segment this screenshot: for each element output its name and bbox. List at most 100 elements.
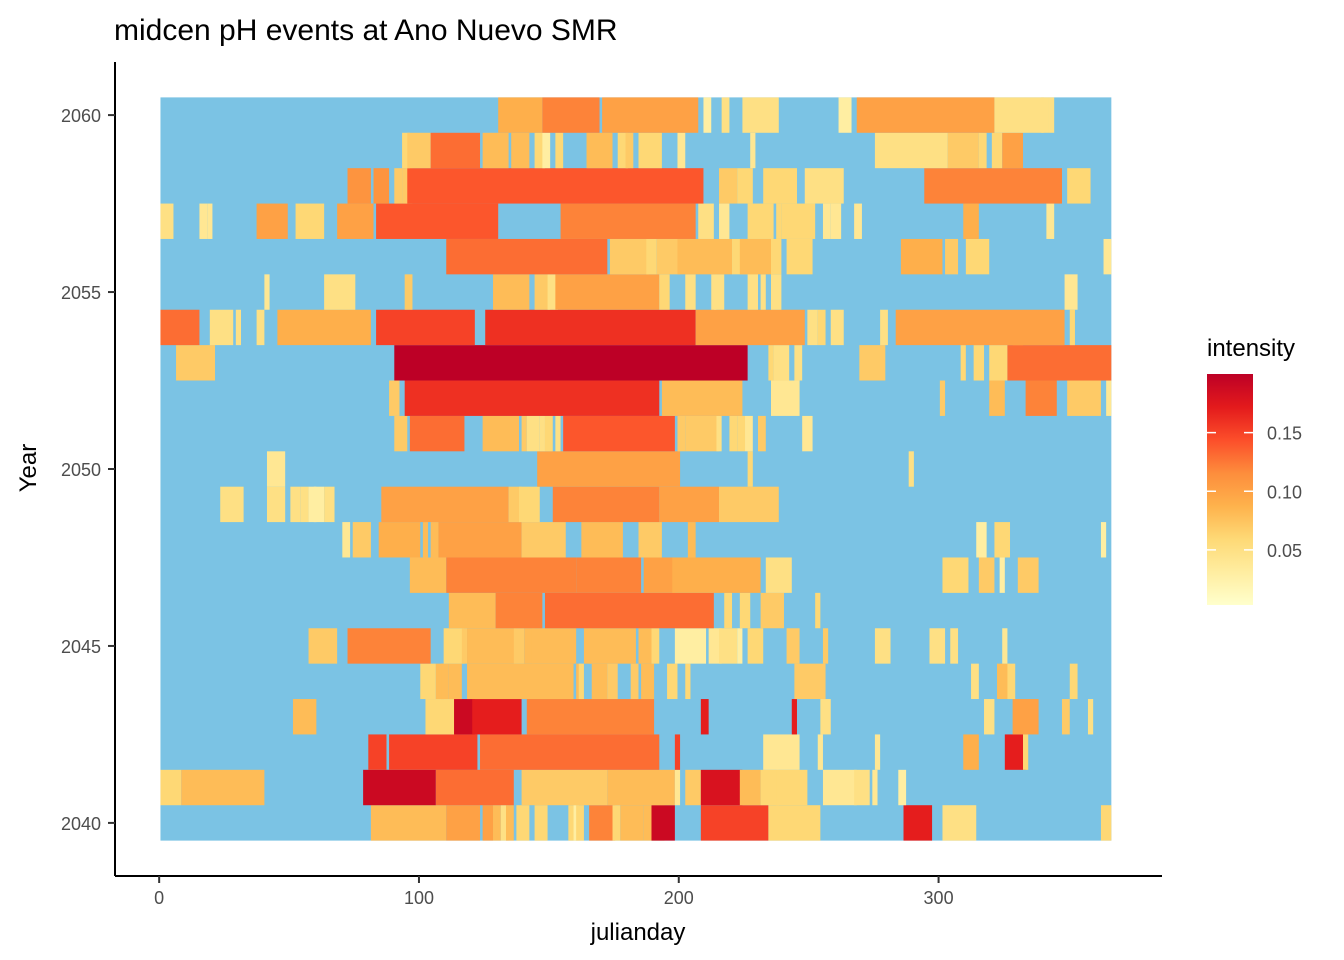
heatmap-tile [791,699,797,735]
heatmap-tile [942,557,969,593]
heatmap-tile [908,451,914,487]
heatmap-tile [511,132,530,169]
heatmap-tile [495,592,543,629]
heatmap-tile [638,628,655,664]
heatmap-tile [409,557,447,593]
x-tick-label: 100 [404,888,434,908]
heatmap-tile [277,309,371,346]
heatmap-tile [965,238,990,275]
heatmap-tile [646,238,657,275]
heatmap-tile [1023,734,1029,770]
heatmap-tile [674,734,681,770]
heatmap-tile [880,309,888,346]
heatmap-tile [425,699,457,735]
heatmap-tile [768,805,821,841]
heatmap-tile [651,628,660,664]
heatmap-tile [563,415,675,452]
x-tick-label: 0 [154,888,164,908]
heatmap-tile [1007,345,1112,381]
heatmap-tile [781,203,816,239]
heatmap-tile [1012,699,1039,735]
heatmap-tile [971,663,979,700]
heatmap-tile [947,132,979,169]
heatmap-tile [760,769,779,806]
heatmap-tile [373,168,390,204]
legend-ticks: 0.05 0.10 0.15 [1207,424,1302,561]
heatmap-tile [181,769,265,806]
heatmap-tile [976,522,987,558]
heatmap-tile [659,486,720,523]
heatmap-tile [555,415,561,452]
heatmap-tile [1004,734,1026,770]
heatmap-tile [363,769,436,806]
heatmap-tile [500,805,509,841]
heatmap-tile [589,628,636,664]
x-axis-title: julianday [590,919,686,946]
y-tick-label: 2060 [61,106,101,126]
heatmap-tile [625,132,634,169]
heatmap-tile [807,309,818,346]
heatmap-tile [402,132,410,169]
heatmap-tile [997,663,1011,700]
heatmap-tile [521,522,566,558]
heatmap-tile [729,415,738,452]
legend-colorbar [1207,374,1253,605]
heatmap-tile [378,522,421,558]
heatmap-tile [830,203,842,239]
heatmap-tile [978,132,987,169]
heatmap-tile [698,203,714,239]
heatmap-tile [620,805,644,841]
heatmap-tile [999,557,1005,593]
heatmap-tile [518,486,540,523]
heatmap-tile [674,628,707,664]
heatmap-tile [1017,557,1039,593]
heatmap-tile [352,522,371,558]
heatmap-tile [768,345,774,381]
axes: 0 100 200 300 2040 2045 2050 2055 2060 [61,62,1162,908]
heatmap-tile [542,132,551,169]
heatmap-tile [256,203,288,239]
heatmap-tile [804,168,844,204]
heatmap-tile [446,238,608,275]
heatmap-tile [677,132,686,169]
heatmap-tile [461,628,468,664]
heatmap-tile [739,238,774,275]
heatmap-tile [942,805,977,841]
heatmap-tile [1069,663,1078,700]
heatmap-tile [370,805,447,841]
heatmap-tile [1069,309,1075,346]
heatmap-tile [264,274,270,310]
heatmap-tile [493,274,530,310]
x-tick-label: 200 [664,888,694,908]
heatmap-tile [160,769,182,806]
heatmap-tile [994,522,1011,558]
heatmap-tile [708,628,722,664]
heatmap-tile [534,274,551,310]
heatmap-tile [435,663,444,700]
heatmap-tile [1067,380,1101,416]
y-tick-label: 2040 [61,814,101,834]
legend-tick-label: 0.15 [1267,424,1302,444]
heatmap-tile [1100,522,1107,558]
heatmap-tile [760,592,784,629]
heatmap-tile [591,663,608,700]
heatmap-tile [583,628,592,664]
heatmap-tile [989,345,1008,381]
heatmap-tile [758,415,766,452]
heatmap-tile [672,557,761,593]
heatmap-tile [581,522,623,558]
heatmap-tile [685,769,701,806]
heatmap-tile [534,132,545,169]
heatmap-tile [724,592,733,629]
heatmap-tile [407,132,431,169]
heatmap-tile [576,557,642,593]
heatmap-tile [898,769,907,806]
heatmap-tile [820,699,831,735]
heatmap-tile [719,486,779,523]
heatmap-tile [721,97,730,133]
heatmap-tile [448,592,496,629]
heatmap-tile [776,769,808,806]
y-tick-label: 2055 [61,283,101,303]
heatmap-tile [643,557,675,593]
